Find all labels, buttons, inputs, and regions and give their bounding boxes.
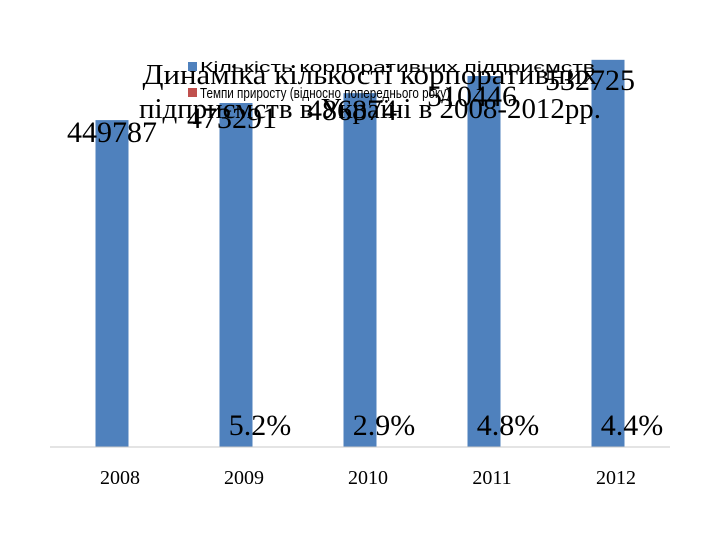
x-tick-label-2009: 2009 <box>224 467 264 489</box>
value-label-2009: 473291 <box>187 102 277 135</box>
growth-label-2012: 4.4% <box>601 409 664 442</box>
value-label-2008: 449787 <box>67 116 157 149</box>
value-label-2012: 532725 <box>545 64 635 97</box>
legend-label-0: Кількість корпоративних підприємств <box>200 59 595 76</box>
bar-2009 <box>219 103 253 447</box>
x-tick-label-2012: 2012 <box>596 467 636 489</box>
bars-group <box>95 59 625 448</box>
growth-label-2011: 4.8% <box>477 409 540 442</box>
legend-swatch-0 <box>188 62 197 71</box>
growth-labels: 5.2% 2.9% 4.8% 4.4% <box>229 409 664 442</box>
bar-2010 <box>343 93 377 447</box>
bar-2008 <box>95 120 129 448</box>
growth-label-2010: 2.9% <box>353 409 416 442</box>
value-labels: 449787 473291 486874 510446 532725 <box>67 64 635 149</box>
legend-swatch-1 <box>188 88 197 97</box>
x-tick-labels: 2008 2009 2010 2011 2012 <box>100 467 636 489</box>
value-label-2010: 486874 <box>307 94 397 127</box>
legend: Кількість корпоративних підприємств Темпи… <box>188 59 595 102</box>
chart-title: Динаміка кількості корпоративних підприєм… <box>139 60 601 125</box>
legend-label-1: Темпи приросту (відносно попереднього ро… <box>200 85 450 102</box>
x-tick-label-2008: 2008 <box>100 467 140 489</box>
bar-2011 <box>467 76 501 447</box>
bar-2012 <box>591 59 625 447</box>
x-tick-label-2010: 2010 <box>348 467 388 489</box>
x-tick-label-2011: 2011 <box>472 467 511 489</box>
value-label-2011: 510446 <box>427 80 517 113</box>
growth-label-2009: 5.2% <box>229 409 292 442</box>
